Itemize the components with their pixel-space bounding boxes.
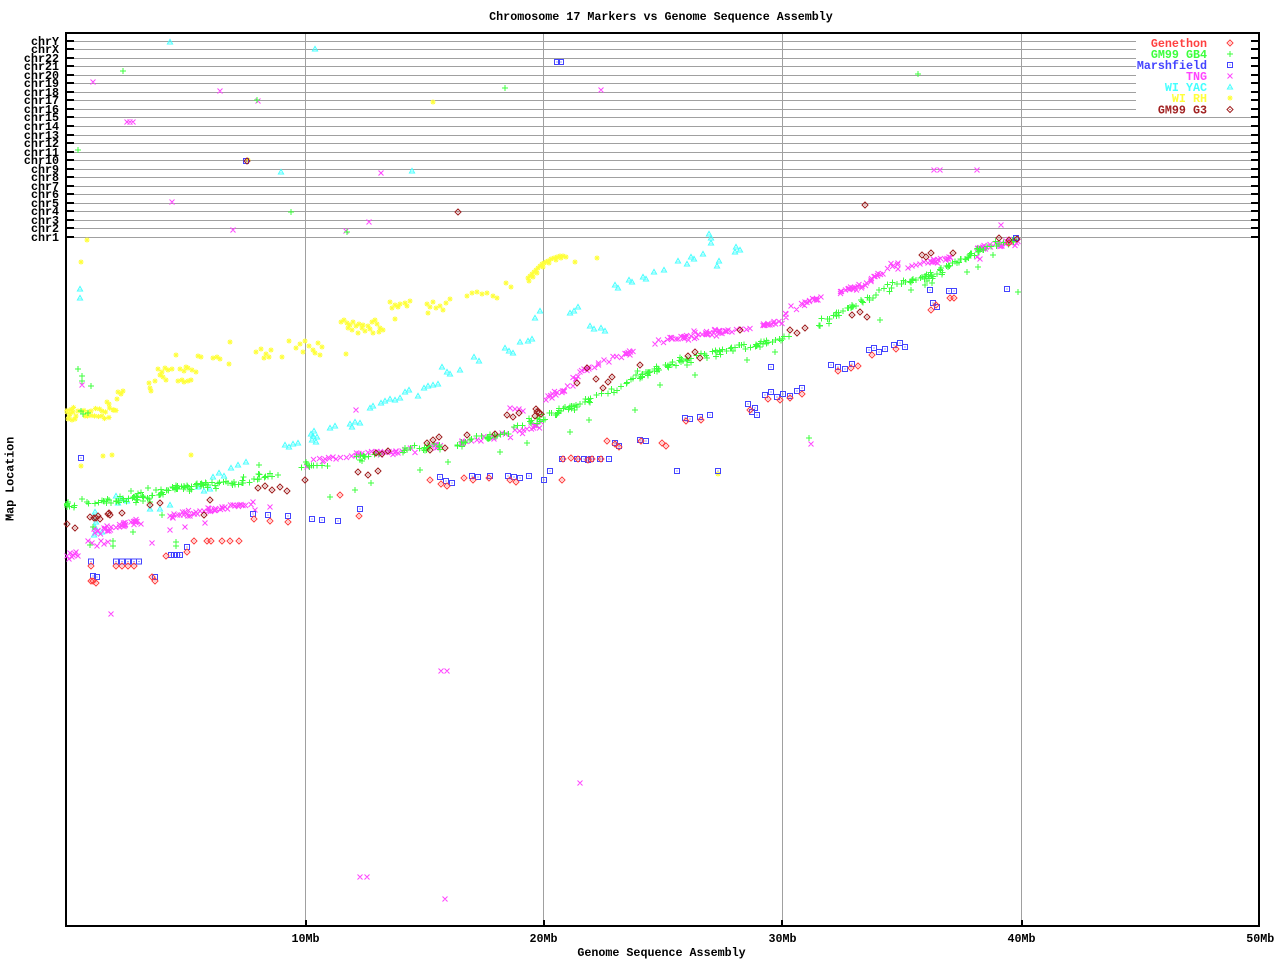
svg-text:chr12: chr12 — [24, 137, 59, 151]
svg-text:chr3: chr3 — [31, 214, 59, 228]
svg-text:chr9: chr9 — [31, 163, 59, 177]
svg-text:Chromosome 17 Markers vs Genom: Chromosome 17 Markers vs Genome Sequence… — [489, 10, 833, 24]
svg-text:chrX: chrX — [31, 43, 60, 57]
svg-text:chr4: chr4 — [31, 205, 59, 219]
svg-text:chr11: chr11 — [24, 146, 59, 160]
svg-text:chr20: chr20 — [24, 69, 59, 83]
svg-text:10Mb: 10Mb — [291, 932, 319, 946]
svg-text:chr15: chr15 — [24, 111, 59, 125]
svg-text:chrY: chrY — [31, 35, 59, 49]
svg-text:chr14: chr14 — [24, 120, 59, 134]
svg-text:Marshfield: Marshfield — [1137, 59, 1207, 73]
svg-text:Map Location: Map Location — [4, 437, 18, 521]
svg-text:chr22: chr22 — [24, 52, 59, 66]
svg-text:TNG: TNG — [1186, 70, 1207, 84]
svg-text:Genethon: Genethon — [1151, 37, 1207, 51]
svg-text:GM99 GB4: GM99 GB4 — [1151, 48, 1207, 62]
svg-text:chr13: chr13 — [24, 129, 59, 143]
svg-text:chr21: chr21 — [24, 60, 59, 74]
svg-text:chr7: chr7 — [31, 180, 59, 194]
svg-text:50Mb: 50Mb — [1246, 932, 1274, 946]
svg-text:chr2: chr2 — [31, 222, 59, 236]
svg-text:WI RH: WI RH — [1172, 92, 1207, 106]
svg-text:40Mb: 40Mb — [1007, 932, 1035, 946]
svg-text:chr5: chr5 — [31, 197, 59, 211]
svg-text:Genome Sequence Assembly: Genome Sequence Assembly — [577, 946, 745, 960]
svg-text:chr1: chr1 — [31, 231, 59, 245]
svg-text:chr6: chr6 — [31, 188, 59, 202]
svg-text:chr16: chr16 — [24, 103, 59, 117]
svg-text:GM99 G3: GM99 G3 — [1158, 103, 1207, 117]
svg-text:chr18: chr18 — [24, 86, 59, 100]
svg-text:chr10: chr10 — [24, 154, 59, 168]
svg-text:chr8: chr8 — [31, 171, 59, 185]
svg-text:chr19: chr19 — [24, 77, 59, 91]
svg-text:30Mb: 30Mb — [768, 932, 796, 946]
svg-text:WI YAC: WI YAC — [1165, 81, 1207, 95]
svg-text:20Mb: 20Mb — [529, 932, 557, 946]
svg-text:chr17: chr17 — [24, 94, 59, 108]
